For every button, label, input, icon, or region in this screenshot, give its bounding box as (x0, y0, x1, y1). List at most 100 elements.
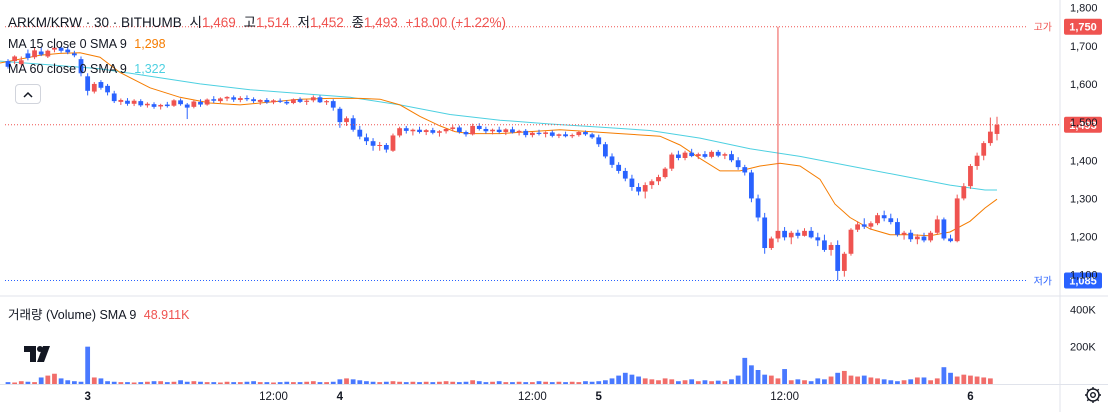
ma15-legend[interactable]: MA 15 close 0 SMA 9 1,298 (8, 37, 170, 51)
candle (317, 95, 323, 104)
volume-bar (569, 381, 575, 384)
candle-body (483, 128, 489, 132)
candle-body (702, 154, 708, 157)
tradingview-logo-icon[interactable] (22, 340, 52, 368)
candle (231, 95, 237, 102)
candle (52, 45, 57, 53)
candle (602, 141, 608, 159)
volume-bar (948, 372, 953, 384)
collapse-legend-button[interactable] (15, 84, 41, 104)
volume-label: 거래량 (Volume) SMA 9 (8, 308, 137, 322)
volume-legend[interactable]: 거래량 (Volume) SMA 9 48.911K (8, 304, 193, 323)
candle (954, 194, 960, 243)
candle (642, 182, 648, 199)
candle-body (218, 98, 223, 102)
candle-body (921, 236, 927, 241)
volume-bar (125, 382, 130, 384)
time-tick-label: 12:00 (770, 391, 799, 403)
volume-bar (782, 369, 787, 384)
volume-bar (463, 381, 469, 384)
candle-body (32, 50, 37, 58)
candle-body (476, 125, 482, 129)
candle-body (596, 137, 602, 145)
volume-bar (218, 382, 223, 384)
candle-body (105, 85, 110, 93)
volume-bar (895, 381, 900, 384)
candle (974, 152, 980, 170)
volume-bar (330, 381, 336, 384)
volume-bar (151, 381, 157, 384)
candle (775, 26, 781, 243)
price-tick-label: 1,800 (1070, 3, 1098, 15)
volume-bar (297, 382, 303, 384)
candle-body (941, 219, 947, 239)
candle (12, 55, 18, 65)
candle-body (204, 99, 210, 105)
candle-body (12, 56, 18, 62)
volume-bar (118, 382, 124, 384)
volume-bar (184, 381, 190, 384)
candle-body (257, 99, 263, 102)
volume-bar (377, 382, 383, 384)
candle-body (125, 100, 130, 104)
candle-body (895, 222, 900, 235)
candle-body (490, 129, 495, 132)
candle-body (695, 154, 701, 157)
volume-bar (662, 378, 668, 384)
candle-body (642, 185, 648, 192)
candle (629, 174, 635, 191)
candle (337, 106, 343, 128)
candle-body (496, 129, 502, 133)
volume-bar (529, 382, 535, 384)
candle (105, 83, 110, 96)
settings-gear-icon[interactable] (1083, 385, 1103, 405)
candle (921, 232, 927, 243)
candle (855, 221, 861, 232)
candle-body (662, 168, 668, 178)
volume-bar (775, 378, 781, 384)
candle (310, 95, 316, 103)
candle-body (284, 101, 290, 104)
candle (383, 143, 389, 153)
volume-bar (888, 380, 894, 384)
volume-bar (768, 375, 774, 384)
candle-body (52, 47, 57, 50)
volume-bar (490, 381, 495, 384)
candle (715, 149, 721, 158)
candle (662, 167, 668, 179)
volume-bar (709, 381, 714, 384)
price-tick-label: 1,700 (1070, 41, 1098, 53)
low-price-badge-bg (1064, 272, 1102, 289)
high-price-badge: 1,750 (1069, 22, 1097, 34)
candle-body (934, 219, 940, 233)
candle (510, 126, 515, 134)
volume-bar (875, 378, 880, 384)
candle (211, 96, 217, 104)
ma60-legend[interactable]: MA 60 close 0 SMA 9 1,322 (8, 62, 170, 76)
candle-body (224, 96, 230, 99)
candle (18, 56, 24, 66)
volume-tick-label: 400K (1070, 304, 1096, 316)
candle-body (291, 99, 296, 104)
candle (828, 242, 834, 256)
volume-bar (861, 375, 867, 384)
candle-body (762, 217, 768, 249)
volume-bar (496, 381, 502, 384)
candle-body (543, 132, 549, 134)
candle-body (802, 230, 807, 236)
candle-body (510, 129, 515, 133)
candle (808, 227, 814, 239)
candle (118, 98, 124, 105)
candle (138, 99, 144, 107)
last-price-badge: 1,493 (1069, 120, 1097, 132)
candle (908, 229, 914, 242)
candle-body (211, 99, 217, 101)
candle-body (868, 223, 874, 227)
volume-bar (503, 382, 509, 384)
candle (948, 234, 953, 243)
candle-body (715, 151, 721, 156)
candle-body (503, 129, 509, 133)
volume-bar (908, 379, 914, 384)
